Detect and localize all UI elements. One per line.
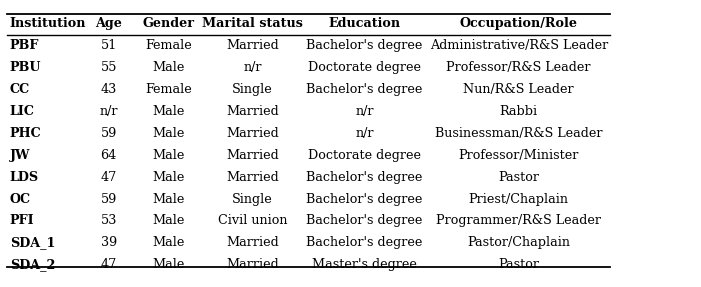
Text: Male: Male <box>152 149 184 162</box>
Text: Age: Age <box>95 17 122 30</box>
Text: Doctorate degree: Doctorate degree <box>308 149 421 162</box>
Text: Master's degree: Master's degree <box>312 258 417 271</box>
Text: Programmer/R&S Leader: Programmer/R&S Leader <box>436 214 601 227</box>
Text: Bachelor's degree: Bachelor's degree <box>306 214 423 227</box>
Text: Institution: Institution <box>10 17 86 30</box>
Text: Male: Male <box>152 258 184 271</box>
Text: JW: JW <box>10 149 30 162</box>
Text: OC: OC <box>10 193 31 205</box>
Text: Professor/R&S Leader: Professor/R&S Leader <box>447 61 591 74</box>
Text: Pastor: Pastor <box>498 170 539 184</box>
Text: Businessman/R&S Leader: Businessman/R&S Leader <box>435 127 602 140</box>
Text: 47: 47 <box>100 170 117 184</box>
Text: 64: 64 <box>100 149 117 162</box>
Text: Priest/Chaplain: Priest/Chaplain <box>469 193 569 205</box>
Text: LDS: LDS <box>10 170 39 184</box>
Text: Male: Male <box>152 61 184 74</box>
Text: Doctorate degree: Doctorate degree <box>308 61 421 74</box>
Text: Married: Married <box>226 170 279 184</box>
Text: n/r: n/r <box>355 127 374 140</box>
Text: PBF: PBF <box>10 39 39 52</box>
Text: Marital status: Marital status <box>202 17 303 30</box>
Text: 43: 43 <box>100 83 117 96</box>
Text: Bachelor's degree: Bachelor's degree <box>306 236 423 249</box>
Text: 55: 55 <box>100 61 117 74</box>
Text: Married: Married <box>226 105 279 118</box>
Text: Rabbi: Rabbi <box>500 105 538 118</box>
Text: Civil union: Civil union <box>217 214 287 227</box>
Text: 53: 53 <box>100 214 117 227</box>
Text: Occupation/Role: Occupation/Role <box>460 17 578 30</box>
Text: 59: 59 <box>100 193 117 205</box>
Text: Pastor: Pastor <box>498 258 539 271</box>
Text: Bachelor's degree: Bachelor's degree <box>306 193 423 205</box>
Text: 59: 59 <box>100 127 117 140</box>
Text: Bachelor's degree: Bachelor's degree <box>306 170 423 184</box>
Text: 51: 51 <box>100 39 117 52</box>
Text: Nun/R&S Leader: Nun/R&S Leader <box>463 83 574 96</box>
Text: Single: Single <box>232 193 273 205</box>
Text: Pastor/Chaplain: Pastor/Chaplain <box>468 236 570 249</box>
Text: CC: CC <box>10 83 30 96</box>
Text: 39: 39 <box>100 236 117 249</box>
Text: Administrative/R&S Leader: Administrative/R&S Leader <box>430 39 608 52</box>
Text: Male: Male <box>152 105 184 118</box>
Text: n/r: n/r <box>355 105 374 118</box>
Text: n/r: n/r <box>243 61 261 74</box>
Text: Male: Male <box>152 127 184 140</box>
Text: Professor/Minister: Professor/Minister <box>458 149 579 162</box>
Text: Married: Married <box>226 258 279 271</box>
Text: Married: Married <box>226 236 279 249</box>
Text: 47: 47 <box>100 258 117 271</box>
Text: Female: Female <box>145 39 191 52</box>
Text: SDA_2: SDA_2 <box>10 258 55 271</box>
Text: Male: Male <box>152 193 184 205</box>
Text: PHC: PHC <box>10 127 41 140</box>
Text: n/r: n/r <box>100 105 118 118</box>
Text: PFI: PFI <box>10 214 34 227</box>
Text: Education: Education <box>329 17 400 30</box>
Text: LIC: LIC <box>10 105 35 118</box>
Text: Gender: Gender <box>142 17 194 30</box>
Text: Male: Male <box>152 214 184 227</box>
Text: Married: Married <box>226 39 279 52</box>
Text: Female: Female <box>145 83 191 96</box>
Text: SDA_1: SDA_1 <box>10 236 55 249</box>
Text: Bachelor's degree: Bachelor's degree <box>306 83 423 96</box>
Text: Married: Married <box>226 149 279 162</box>
Text: PBU: PBU <box>10 61 41 74</box>
Text: Male: Male <box>152 170 184 184</box>
Text: Married: Married <box>226 127 279 140</box>
Text: Male: Male <box>152 236 184 249</box>
Text: Bachelor's degree: Bachelor's degree <box>306 39 423 52</box>
Text: Single: Single <box>232 83 273 96</box>
